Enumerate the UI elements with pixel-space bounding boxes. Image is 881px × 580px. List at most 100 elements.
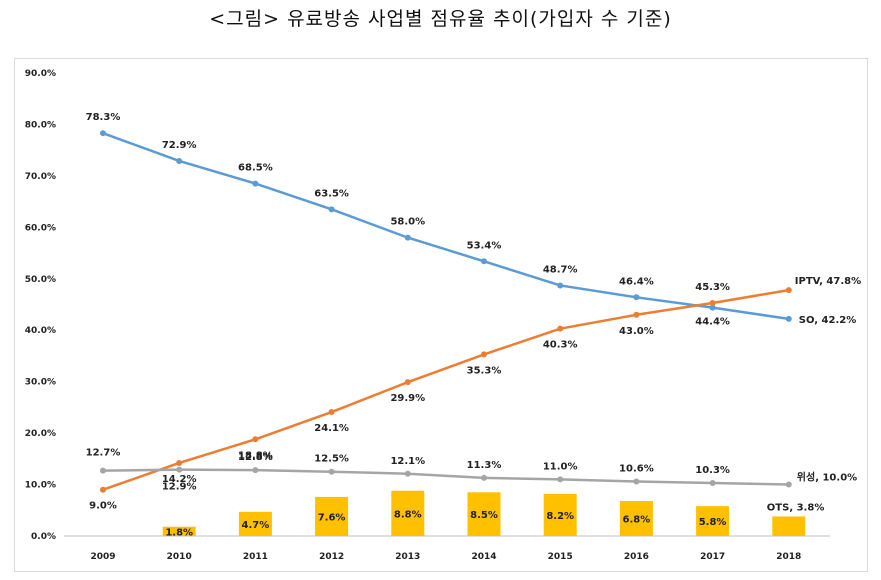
x-tick-label: 2013 [395, 552, 420, 562]
satellite-point [709, 480, 716, 487]
ots-data-label: 8.5% [470, 510, 498, 521]
iptv-point [328, 409, 335, 416]
y-tick-label: 40.0% [25, 326, 56, 336]
ots-bar [467, 492, 501, 536]
ots-data-label: 5.8% [699, 517, 727, 528]
so-point [252, 180, 259, 187]
so-data-label: 72.9% [162, 140, 197, 151]
ots-bar [772, 516, 806, 536]
so-data-label: 53.4% [467, 240, 502, 251]
so-data-label: 78.3% [86, 112, 121, 123]
x-tick-label: 2009 [90, 552, 115, 562]
y-tick-label: 80.0% [25, 120, 56, 130]
y-tick-label: 0.0% [31, 532, 56, 542]
satellite-point [633, 478, 640, 485]
satellite-point [404, 470, 411, 477]
satellite-data-label: 12.1% [390, 456, 425, 467]
satellite-point [557, 476, 564, 483]
iptv-data-label: 43.0% [619, 326, 654, 337]
so-line [102, 132, 789, 321]
iptv-data-label: 18.8% [238, 450, 273, 461]
satellite-data-label: 10.3% [695, 465, 730, 476]
ots-bar [696, 506, 730, 536]
satellite-point [100, 467, 106, 474]
y-tick-label: 90.0% [25, 69, 56, 79]
ots-data-label: 7.6% [318, 512, 346, 523]
so-data-label: 63.5% [314, 188, 349, 199]
satellite-data-label: 11.3% [467, 460, 502, 471]
y-tick-label: 60.0% [25, 223, 56, 233]
ots-bar [391, 490, 425, 536]
x-tick-label: 2014 [471, 552, 496, 562]
satellite-point [785, 481, 792, 488]
iptv-data-label: 24.1% [314, 423, 349, 434]
satellite-data-label: 위성, 10.0% [797, 471, 857, 484]
so-data-label: 68.5% [238, 163, 273, 174]
x-tick-label: 2016 [624, 552, 649, 562]
x-tick-label: 2015 [548, 552, 573, 562]
y-tick-label: 30.0% [25, 378, 56, 388]
so-point [633, 294, 640, 301]
satellite-point [252, 467, 259, 474]
iptv-data-label: IPTV, 47.8% [795, 276, 861, 287]
so-point [481, 258, 487, 265]
x-tick-label: 2010 [167, 552, 192, 562]
iptv-data-label: 9.0% [89, 501, 117, 512]
chart-frame [14, 58, 868, 572]
ots-data-label: 4.7% [242, 520, 270, 531]
ots-data-label: 8.2% [546, 511, 574, 522]
iptv-point [100, 486, 106, 493]
satellite-data-label: 12.7% [86, 448, 121, 459]
ots-data-label: 1.8% [165, 527, 193, 538]
iptv-point [404, 379, 411, 386]
ots-data-label: 8.8% [394, 509, 422, 520]
so-point [328, 206, 335, 213]
iptv-line [102, 288, 790, 491]
iptv-point [709, 299, 716, 306]
iptv-data-label: 45.3% [695, 282, 730, 293]
iptv-point [633, 311, 640, 318]
ots-bar [315, 496, 349, 536]
iptv-point [557, 325, 564, 332]
x-tick-label: 2018 [776, 552, 801, 562]
so-data-label: 46.4% [619, 276, 654, 287]
ots-data-label: 6.8% [623, 515, 651, 526]
satellite-point [328, 468, 335, 475]
ots-data-label: OTS, 3.8% [767, 502, 825, 513]
so-data-label: 44.4% [695, 317, 730, 328]
ots-bar [162, 526, 196, 536]
so-point [785, 315, 792, 322]
satellite-data-label: 12.9% [162, 482, 197, 493]
so-point [100, 130, 106, 137]
y-tick-label: 20.0% [25, 429, 56, 439]
so-point [404, 234, 411, 241]
iptv-point [785, 287, 792, 294]
iptv-data-label: 40.3% [543, 340, 578, 351]
satellite-data-label: 10.6% [619, 463, 654, 474]
so-point [176, 157, 183, 164]
y-tick-label: 70.0% [25, 172, 56, 182]
ots-bar [619, 501, 653, 536]
iptv-data-label: 35.3% [467, 365, 502, 376]
satellite-line [102, 468, 789, 486]
x-tick-label: 2017 [700, 552, 725, 562]
so-point [709, 304, 716, 311]
ots-bar [238, 511, 272, 536]
ots-bar [543, 493, 577, 536]
satellite-data-label: 11.0% [543, 461, 578, 472]
x-tick-label: 2011 [243, 552, 268, 562]
y-tick-label: 10.0% [25, 481, 56, 491]
satellite-point [176, 466, 183, 473]
satellite-point [481, 474, 487, 481]
satellite-data-label: 12.8% [238, 452, 273, 463]
so-data-label: 48.7% [543, 264, 578, 275]
iptv-data-label: 14.2% [162, 474, 197, 485]
y-tick-label: 50.0% [25, 275, 56, 285]
chart-title: <그림> 유료방송 사업별 점유율 추이(가입자 수 기준) [209, 8, 672, 30]
iptv-point [252, 436, 259, 443]
x-tick-label: 2012 [319, 552, 344, 562]
iptv-data-label: 29.9% [390, 393, 425, 404]
so-point [557, 282, 564, 289]
so-data-label: SO, 42.2% [799, 315, 856, 326]
